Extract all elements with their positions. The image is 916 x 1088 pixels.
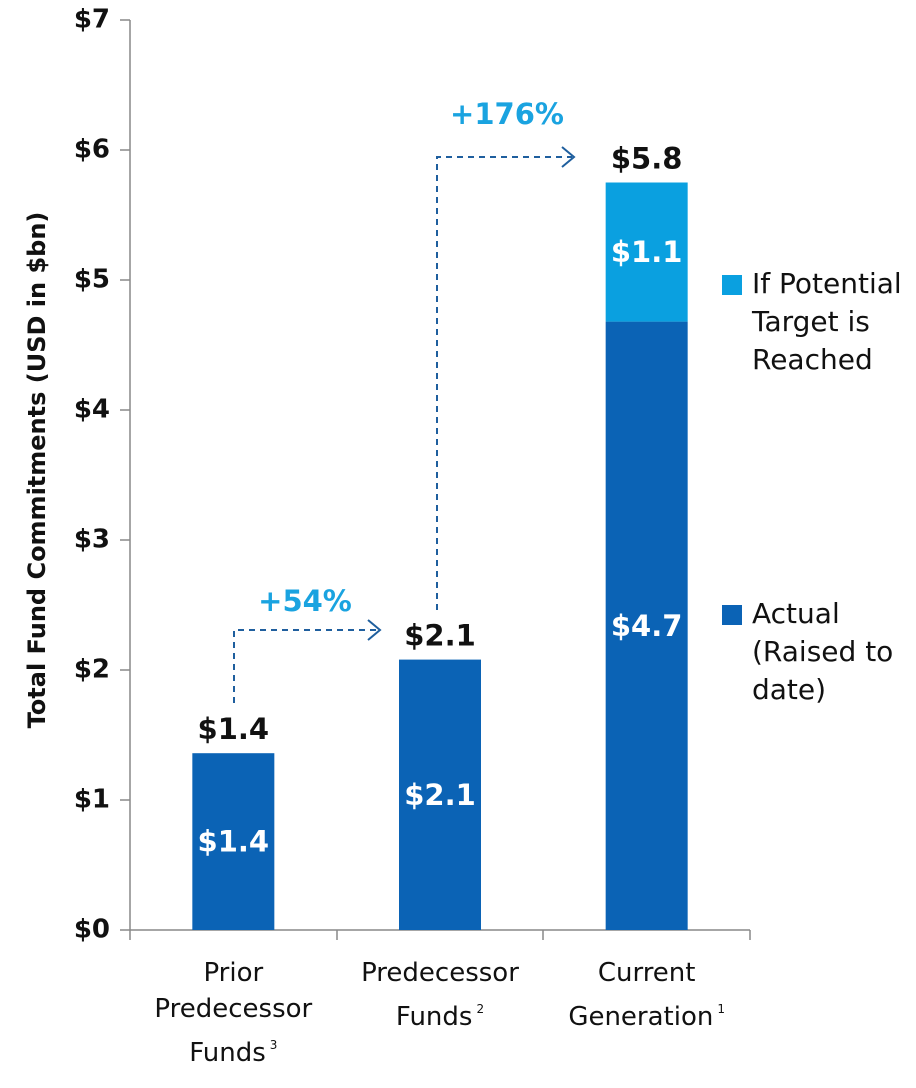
bar-segment — [399, 659, 481, 930]
footnote-mark: 1 — [717, 1002, 725, 1016]
x-tick-label: Predecessor Funds 2 — [345, 955, 535, 1035]
value-label: $2.1 — [404, 778, 476, 812]
value-label: $4.7 — [611, 609, 683, 643]
y-tick-label: $4 — [74, 395, 110, 425]
y-axis-label: Total Fund Commitments (USD in $bn) — [23, 212, 51, 729]
y-tick-label: $1 — [74, 785, 110, 815]
total-label: $1.4 — [198, 712, 270, 746]
bar-segment — [605, 182, 688, 322]
growth-annotation: +54% — [258, 584, 352, 618]
y-tick-label: $6 — [74, 135, 110, 165]
category: Predecessor Funds — [361, 958, 519, 1032]
x-tick-label: Current Generation 1 — [552, 955, 742, 1035]
total-label: $2.1 — [404, 619, 476, 653]
legend-swatch — [722, 275, 742, 295]
growth-annotation: +176% — [450, 97, 564, 131]
x-axis-ticks — [129, 930, 751, 940]
legend-swatch — [722, 605, 742, 625]
bar-segment — [192, 753, 275, 930]
bar-segment — [605, 321, 688, 931]
y-tick-label: $2 — [74, 655, 110, 685]
y-tick-label: $5 — [74, 265, 110, 295]
value-label: $1.1 — [611, 235, 683, 269]
x-tick-label: Prior Predecessor Funds 3 — [138, 955, 328, 1071]
legend-label: If Potential Target is Reached — [752, 267, 902, 376]
value-label: $1.4 — [198, 825, 270, 859]
total-label: $5.8 — [611, 142, 683, 176]
category: Current Generation — [568, 958, 714, 1032]
y-tick-label: $0 — [74, 915, 110, 945]
growth-arrows — [233, 146, 576, 703]
footnote-mark: 2 — [476, 1002, 485, 1016]
footnote-mark: 3 — [269, 1038, 278, 1052]
category: Prior Predecessor Funds — [154, 958, 313, 1068]
y-tick-label: $7 — [74, 5, 110, 35]
y-tick-label: $3 — [74, 525, 110, 555]
legend-label: Actual (Raised to date) — [752, 597, 894, 706]
